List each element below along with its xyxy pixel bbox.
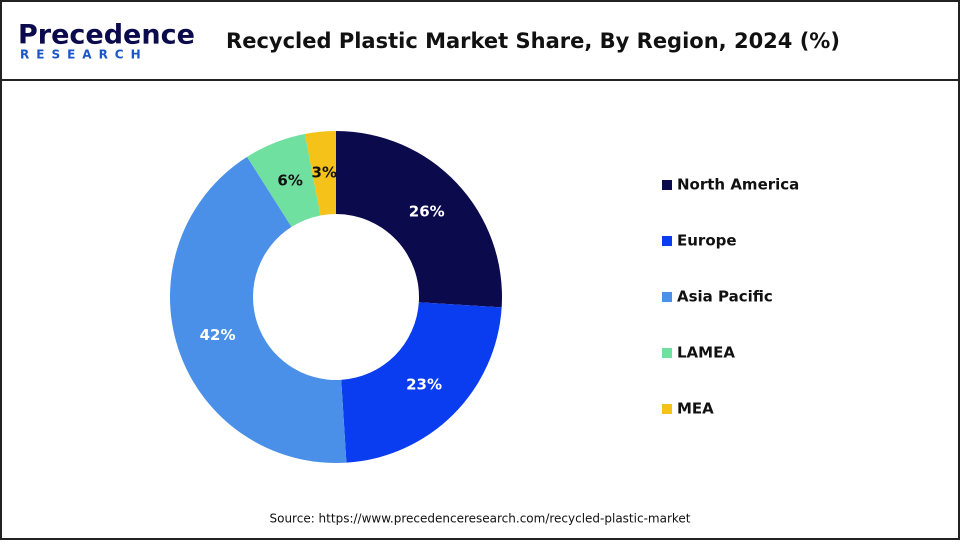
value-label: 3%	[312, 164, 337, 182]
legend-swatch	[662, 180, 672, 190]
legend-swatch	[662, 292, 672, 302]
chart-title: Recycled Plastic Market Share, By Region…	[226, 29, 840, 53]
legend-swatch	[662, 348, 672, 358]
source-note: Source: https://www.precedenceresearch.c…	[269, 512, 690, 526]
value-label: 42%	[200, 326, 236, 344]
legend-label: Europe	[677, 232, 737, 250]
value-label: 26%	[409, 202, 445, 220]
legend-label: North America	[677, 176, 799, 194]
value-label: 23%	[406, 376, 442, 394]
legend-swatch	[662, 236, 672, 246]
legend-swatch	[662, 404, 672, 414]
logo-sub: RESEARCH	[20, 48, 148, 62]
logo-name: Precedence	[18, 20, 195, 51]
legend-label: Asia Pacific	[677, 288, 773, 306]
value-label: 6%	[277, 172, 302, 190]
slice	[336, 131, 502, 308]
legend-label: MEA	[677, 400, 714, 418]
slice	[170, 156, 347, 464]
slice	[304, 131, 336, 216]
slice	[247, 133, 321, 227]
slice	[341, 302, 502, 463]
legend-label: LAMEA	[677, 344, 735, 362]
